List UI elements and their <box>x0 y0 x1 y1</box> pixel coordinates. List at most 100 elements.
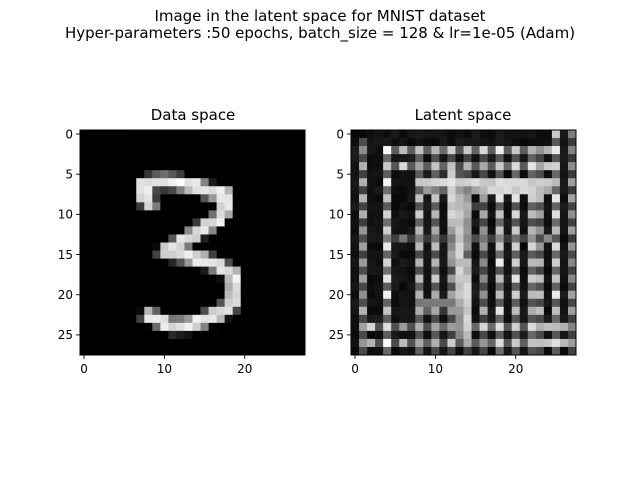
latent-space-pixel <box>391 186 400 195</box>
latent-space-pixel <box>439 138 448 147</box>
latent-space-pixel <box>559 146 569 155</box>
latent-space-pixel <box>463 258 472 267</box>
latent-space-pixel <box>527 274 537 283</box>
data-space-pixel <box>128 298 137 308</box>
latent-space-pixel <box>431 258 440 267</box>
data-space-pixel <box>184 242 193 251</box>
latent-space-pixel <box>391 202 400 211</box>
data-space-pixel <box>208 210 217 219</box>
latent-space-pixel <box>447 194 456 203</box>
data-space-pixel <box>128 178 137 187</box>
latent-space-pixel <box>495 306 504 316</box>
data-space-pixel <box>120 298 129 308</box>
data-space-pixel <box>264 210 274 219</box>
data-space-pixel <box>280 266 290 275</box>
data-space-pixel <box>192 178 201 187</box>
data-space-pixel <box>232 138 242 147</box>
latent-space-pixel <box>439 178 448 187</box>
latent-space-pixel <box>487 290 496 300</box>
latent-space-pixel <box>455 266 464 275</box>
data-space-pixel <box>168 178 177 187</box>
latent-space-pixel <box>551 194 561 203</box>
data-space-pixel <box>224 234 233 243</box>
data-space-pixel <box>128 250 137 259</box>
data-space-pixel <box>280 330 290 340</box>
data-space-pixel <box>200 250 209 259</box>
latent-space-pixel <box>551 218 561 227</box>
data-space-pixel <box>96 266 105 275</box>
data-space-pixel <box>216 298 225 308</box>
latent-space-pixel <box>463 226 472 235</box>
latent-space-ytick-label: 15 <box>329 248 344 262</box>
latent-space-pixel <box>431 322 440 332</box>
latent-space-pixel <box>391 250 400 259</box>
latent-space-pixel <box>383 266 392 275</box>
data-space-pixel <box>296 194 306 203</box>
data-space-pixel <box>120 282 129 292</box>
data-space-pixel <box>136 314 145 324</box>
data-space-pixel <box>96 234 105 243</box>
latent-space-pixel <box>559 258 569 267</box>
data-space-pixel <box>96 274 105 283</box>
data-space-pixel <box>96 338 105 348</box>
data-space-pixel <box>112 266 121 275</box>
latent-space-pixel <box>383 210 392 219</box>
latent-space-pixel <box>559 338 569 348</box>
data-space-pixel <box>248 346 258 356</box>
data-space-pixel <box>208 250 217 259</box>
data-space-pixel <box>104 330 113 340</box>
data-space-pixel <box>296 202 306 211</box>
latent-space-pixel <box>415 274 424 283</box>
latent-space-pixel <box>431 274 440 283</box>
data-space-pixel <box>152 202 161 211</box>
data-space-pixel <box>136 178 145 187</box>
data-space-pixel <box>120 322 129 332</box>
latent-space-pixel <box>367 226 376 235</box>
latent-space-pixel <box>535 266 545 275</box>
data-space-pixel <box>88 130 97 139</box>
latent-space-pixel <box>487 154 496 163</box>
data-space-pixel <box>104 282 113 292</box>
data-space-pixel <box>272 194 282 203</box>
latent-space-pixel <box>551 274 561 283</box>
latent-space-pixel <box>407 290 416 300</box>
data-space-pixel <box>168 314 177 324</box>
data-space-xtick-label: 20 <box>237 362 252 376</box>
latent-space-pixel <box>423 186 432 195</box>
data-space-pixel <box>136 338 145 348</box>
latent-space-pixel <box>351 178 360 187</box>
latent-space-pixel <box>479 338 488 348</box>
latent-space-pixel <box>535 306 545 316</box>
latent-space-pixel <box>367 282 376 292</box>
latent-space-pixel <box>463 290 472 300</box>
data-space-pixel <box>88 210 97 219</box>
latent-space-pixel <box>559 266 569 275</box>
latent-space-pixel <box>407 210 416 219</box>
data-space-pixel <box>296 322 306 332</box>
latent-space-pixel <box>415 178 424 187</box>
data-space-pixel <box>232 258 242 267</box>
data-space-pixel <box>264 218 274 227</box>
latent-space-pixel <box>367 258 376 267</box>
latent-space-pixel <box>503 266 513 275</box>
latent-space-pixel <box>511 210 521 219</box>
data-space-pixel <box>272 226 282 235</box>
latent-space-pixel <box>359 250 368 259</box>
latent-space-pixel <box>407 154 416 163</box>
latent-space-pixel <box>351 162 360 171</box>
data-space-pixel <box>192 306 201 316</box>
data-space-pixel <box>104 274 113 283</box>
data-space-pixel <box>144 330 153 340</box>
data-space-pixel <box>272 338 282 348</box>
latent-space-pixel <box>367 138 376 147</box>
data-space-pixel <box>288 290 298 300</box>
data-space-pixel <box>176 290 185 300</box>
data-space-pixel <box>88 322 97 332</box>
latent-space-pixel <box>415 258 424 267</box>
latent-space-pixel <box>431 282 440 292</box>
data-space-pixel <box>216 146 225 155</box>
data-space-pixel <box>80 274 89 283</box>
latent-space-pixel <box>567 258 577 267</box>
data-space-pixel <box>216 178 225 187</box>
data-space-pixel <box>88 138 97 147</box>
